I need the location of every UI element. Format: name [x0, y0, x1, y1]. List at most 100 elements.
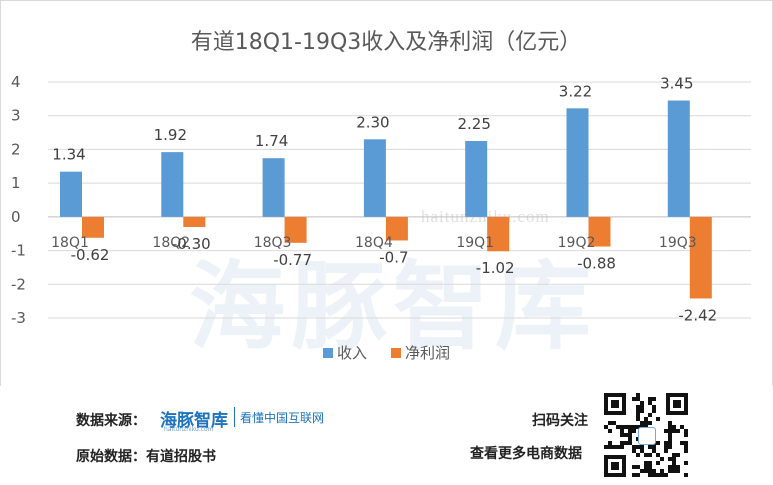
original-data-label: 原始数据：有道招股书 [76, 449, 216, 465]
qr-module [672, 453, 676, 457]
scan-follow-label: 扫码关注 [532, 413, 588, 429]
qr-module [652, 409, 656, 413]
revenue-bar [363, 139, 386, 217]
qr-module [664, 449, 668, 453]
qr-module [640, 405, 644, 409]
x-category-label: 19Q2 [558, 235, 596, 251]
x-category-label: 18Q2 [152, 235, 190, 251]
qr-module [652, 449, 656, 453]
qr-module [676, 465, 680, 469]
qr-module [608, 429, 612, 433]
qr-module [664, 445, 668, 449]
qr-module [604, 445, 608, 449]
qr-module [644, 417, 648, 421]
qr-module [668, 437, 672, 441]
source-slogan: 看懂中国互联网 [240, 411, 325, 425]
qr-module [648, 445, 652, 449]
qr-module [636, 393, 640, 397]
qr-module [656, 417, 660, 421]
qr-module [656, 441, 660, 445]
qr-module [652, 469, 656, 473]
qr-module [616, 425, 620, 429]
qr-module [616, 445, 620, 449]
qr-module [632, 445, 636, 449]
qr-module [660, 473, 664, 477]
qr-module [648, 421, 652, 425]
y-tick-label: 4 [11, 73, 21, 91]
qr-module [680, 441, 684, 445]
qr-module [624, 425, 628, 429]
revenue-data-label: 1.34 [52, 146, 85, 164]
qr-module [648, 397, 652, 401]
revenue-data-label: 3.45 [660, 75, 693, 93]
y-tick-label: 1 [11, 174, 21, 192]
qr-module [652, 473, 656, 477]
net-profit-bar [82, 216, 104, 238]
x-category-label: 18Q3 [254, 235, 292, 251]
revenue-bar [262, 158, 285, 217]
qr-module [628, 425, 632, 429]
qr-module [652, 445, 656, 449]
qr-module [632, 429, 636, 433]
qr-module [620, 441, 624, 445]
qr-module [620, 445, 624, 449]
qr-module [672, 465, 676, 469]
qr-module [640, 449, 644, 453]
qr-module [668, 441, 672, 445]
qr-module [648, 413, 652, 417]
qr-logo-icon [638, 427, 656, 445]
qr-module [652, 397, 656, 401]
net-profit-bar [183, 216, 206, 227]
qr-module [684, 433, 688, 437]
qr-module [636, 473, 640, 477]
qr-module [684, 449, 688, 453]
qr-module [648, 469, 652, 473]
bar-chart: 有道18Q1-19Q3收入及净利润（亿元） 4 3 2 1 0 -1 -2 -3 18Q1 18… [11, 30, 751, 362]
qr-module [628, 429, 632, 433]
qr-module [636, 413, 640, 417]
net-profit-bar [385, 216, 408, 241]
net-profit-bar [487, 216, 510, 252]
qr-module [612, 445, 616, 449]
qr-module [624, 441, 628, 445]
qr-module [644, 465, 648, 469]
qr-module [664, 473, 668, 477]
qr-module [664, 441, 668, 445]
chart-panel: haitunzhiku.com 海豚智库 有道18Q1-19Q3收入及净利润（亿… [0, 0, 773, 387]
qr-module [636, 397, 640, 401]
source-logo-url: haitunzhiku.com [164, 426, 214, 433]
qr-module [644, 421, 648, 425]
qr-module [636, 453, 640, 457]
qr-module [644, 453, 648, 457]
net-profit-data-label: -0.77 [273, 251, 312, 269]
qr-module [648, 461, 652, 465]
qr-module [656, 453, 660, 457]
qr-module [676, 469, 680, 473]
qr-module [684, 445, 688, 449]
qr-module [648, 473, 652, 477]
qr-module [684, 461, 688, 465]
qr-module [636, 445, 640, 449]
y-tick-label: -1 [11, 242, 26, 260]
x-category-label: 18Q1 [51, 235, 89, 251]
qr-module [668, 465, 672, 469]
qr-module [620, 429, 624, 433]
qr-module [648, 453, 652, 457]
net-profit-data-label: -2.42 [678, 306, 717, 324]
qr-module [644, 469, 648, 473]
qr-module [620, 425, 624, 429]
revenue-data-label: 2.30 [356, 113, 389, 131]
qr-module [608, 441, 612, 445]
qr-code-icon[interactable] [604, 393, 688, 477]
y-tick-label: -3 [11, 309, 26, 327]
qr-module [668, 469, 672, 473]
qr-module [640, 421, 644, 425]
qr-module [672, 425, 676, 429]
qr-module [684, 441, 688, 445]
y-tick-label: 3 [11, 107, 21, 125]
revenue-data-label: 3.22 [559, 82, 592, 100]
revenue-bar [161, 152, 184, 217]
net-profit-bar [284, 216, 307, 243]
qr-module [636, 405, 640, 409]
qr-module [672, 457, 676, 461]
